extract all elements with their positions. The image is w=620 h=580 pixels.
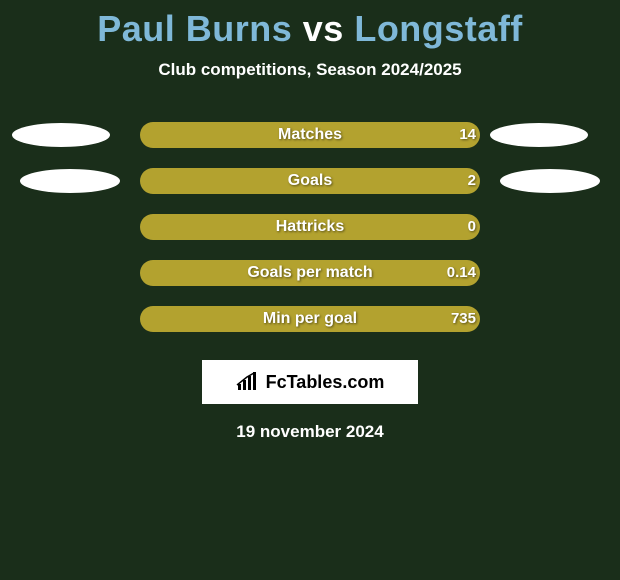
stat-label: Matches <box>140 122 480 148</box>
player1-name: Paul Burns <box>97 8 292 49</box>
stat-value-right: 0 <box>430 214 476 240</box>
brand-box[interactable]: FcTables.com <box>202 360 418 404</box>
stat-value-right: 2 <box>430 168 476 194</box>
stat-value-right: 14 <box>430 122 476 148</box>
player2-name: Longstaff <box>354 8 522 49</box>
stat-value-right: 0.14 <box>430 260 476 286</box>
stats-container: Matches 14 Goals 2 Hattricks 0 Goals per… <box>0 122 620 332</box>
stat-row: Matches 14 <box>0 122 620 148</box>
stat-row: Goals 2 <box>0 168 620 194</box>
stat-label: Min per goal <box>140 306 480 332</box>
bar-chart-icon <box>236 372 260 392</box>
stat-label: Goals <box>140 168 480 194</box>
stat-value-right: 735 <box>430 306 476 332</box>
stat-row: Min per goal 735 <box>0 306 620 332</box>
vs-text: vs <box>303 8 344 49</box>
stat-label: Goals per match <box>140 260 480 286</box>
ellipse-icon <box>20 169 120 193</box>
ellipse-icon <box>500 169 600 193</box>
date-text: 19 november 2024 <box>0 422 620 442</box>
stat-label: Hattricks <box>140 214 480 240</box>
brand-text: FcTables.com <box>266 372 385 393</box>
stat-row: Goals per match 0.14 <box>0 260 620 286</box>
stat-row: Hattricks 0 <box>0 214 620 240</box>
ellipse-icon <box>12 123 110 147</box>
page-title: Paul Burns vs Longstaff <box>0 0 620 50</box>
ellipse-icon <box>490 123 588 147</box>
subtitle: Club competitions, Season 2024/2025 <box>0 60 620 80</box>
